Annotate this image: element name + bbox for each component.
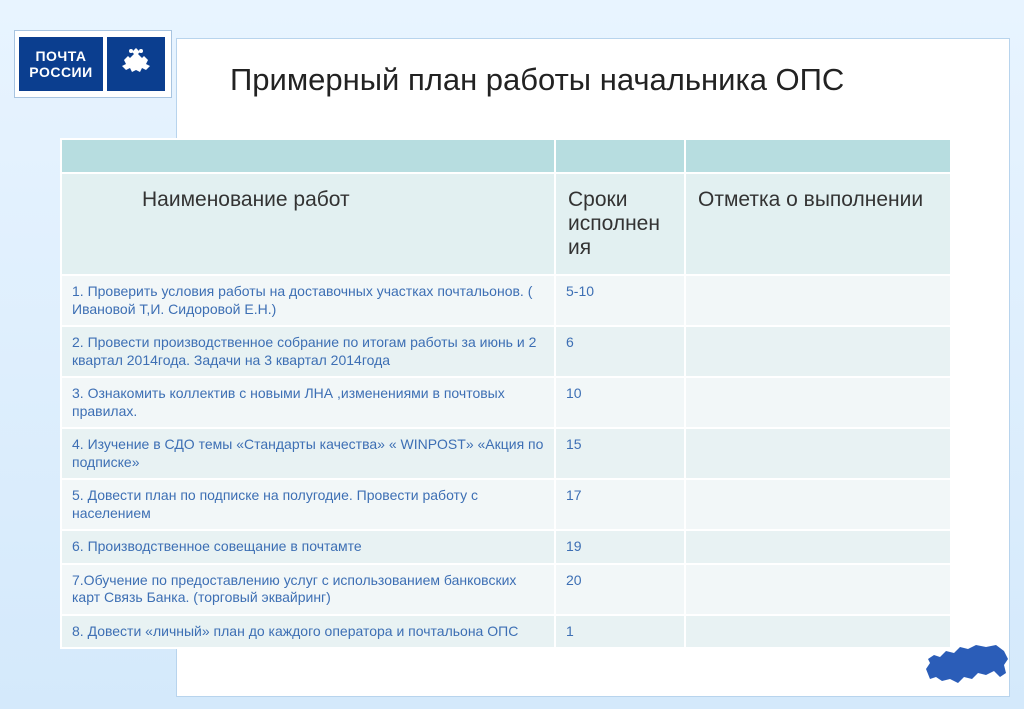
table-header-row: Наименование работ Сроки исполнен ия Отм…	[61, 173, 951, 275]
cell-name: 2. Провести производственное собрание по…	[61, 326, 555, 377]
cell-mark	[685, 530, 951, 564]
cell-due: 15	[555, 428, 685, 479]
cell-name: 4. Изучение в СДО темы «Стандарты качест…	[61, 428, 555, 479]
page-title: Примерный план работы начальника ОПС	[230, 62, 984, 98]
table-row: 7.Обучение по предоставлению услуг с исп…	[61, 564, 951, 615]
cell-due: 10	[555, 377, 685, 428]
cell-name: 8. Довести «личный» план до каждого опер…	[61, 615, 555, 649]
table-row: 2. Провести производственное собрание по…	[61, 326, 951, 377]
logo: ПОЧТА РОССИИ	[14, 30, 172, 98]
cell-name: 7.Обучение по предоставлению услуг с исп…	[61, 564, 555, 615]
cell-name: 5. Довести план по подписке на полугодие…	[61, 479, 555, 530]
table-row: 1. Проверить условия работы на доставочн…	[61, 275, 951, 326]
cell-name: 1. Проверить условия работы на доставочн…	[61, 275, 555, 326]
header-col-mark: Отметка о выполнении	[685, 173, 951, 275]
table-row: 3. Ознакомить коллектив с новыми ЛНА ,из…	[61, 377, 951, 428]
table-row: 4. Изучение в СДО темы «Стандарты качест…	[61, 428, 951, 479]
cell-mark	[685, 377, 951, 428]
plan-table: Наименование работ Сроки исполнен ия Отм…	[60, 138, 950, 649]
header-col-name: Наименование работ	[61, 173, 555, 275]
cell-due: 17	[555, 479, 685, 530]
cell-mark	[685, 615, 951, 649]
cell-mark	[685, 275, 951, 326]
cell-mark	[685, 479, 951, 530]
cell-name: 3. Ознакомить коллектив с новыми ЛНА ,из…	[61, 377, 555, 428]
table-row: 5. Довести план по подписке на полугодие…	[61, 479, 951, 530]
table-row: 6. Производственное совещание в почтамте…	[61, 530, 951, 564]
cell-due: 5-10	[555, 275, 685, 326]
eagle-icon	[107, 37, 165, 91]
cell-due: 19	[555, 530, 685, 564]
logo-line2: РОССИИ	[29, 64, 92, 80]
logo-line1: ПОЧТА	[35, 48, 86, 64]
cell-due: 6	[555, 326, 685, 377]
cell-mark	[685, 326, 951, 377]
cell-mark	[685, 564, 951, 615]
table-row: 8. Довести «личный» план до каждого опер…	[61, 615, 951, 649]
cell-due: 20	[555, 564, 685, 615]
cell-due: 1	[555, 615, 685, 649]
logo-text: ПОЧТА РОССИИ	[19, 37, 103, 91]
table-spacer-row	[61, 139, 951, 173]
cell-mark	[685, 428, 951, 479]
cell-name: 6. Производственное совещание в почтамте	[61, 530, 555, 564]
header-col-due: Сроки исполнен ия	[555, 173, 685, 275]
russia-map-icon	[924, 641, 1010, 691]
